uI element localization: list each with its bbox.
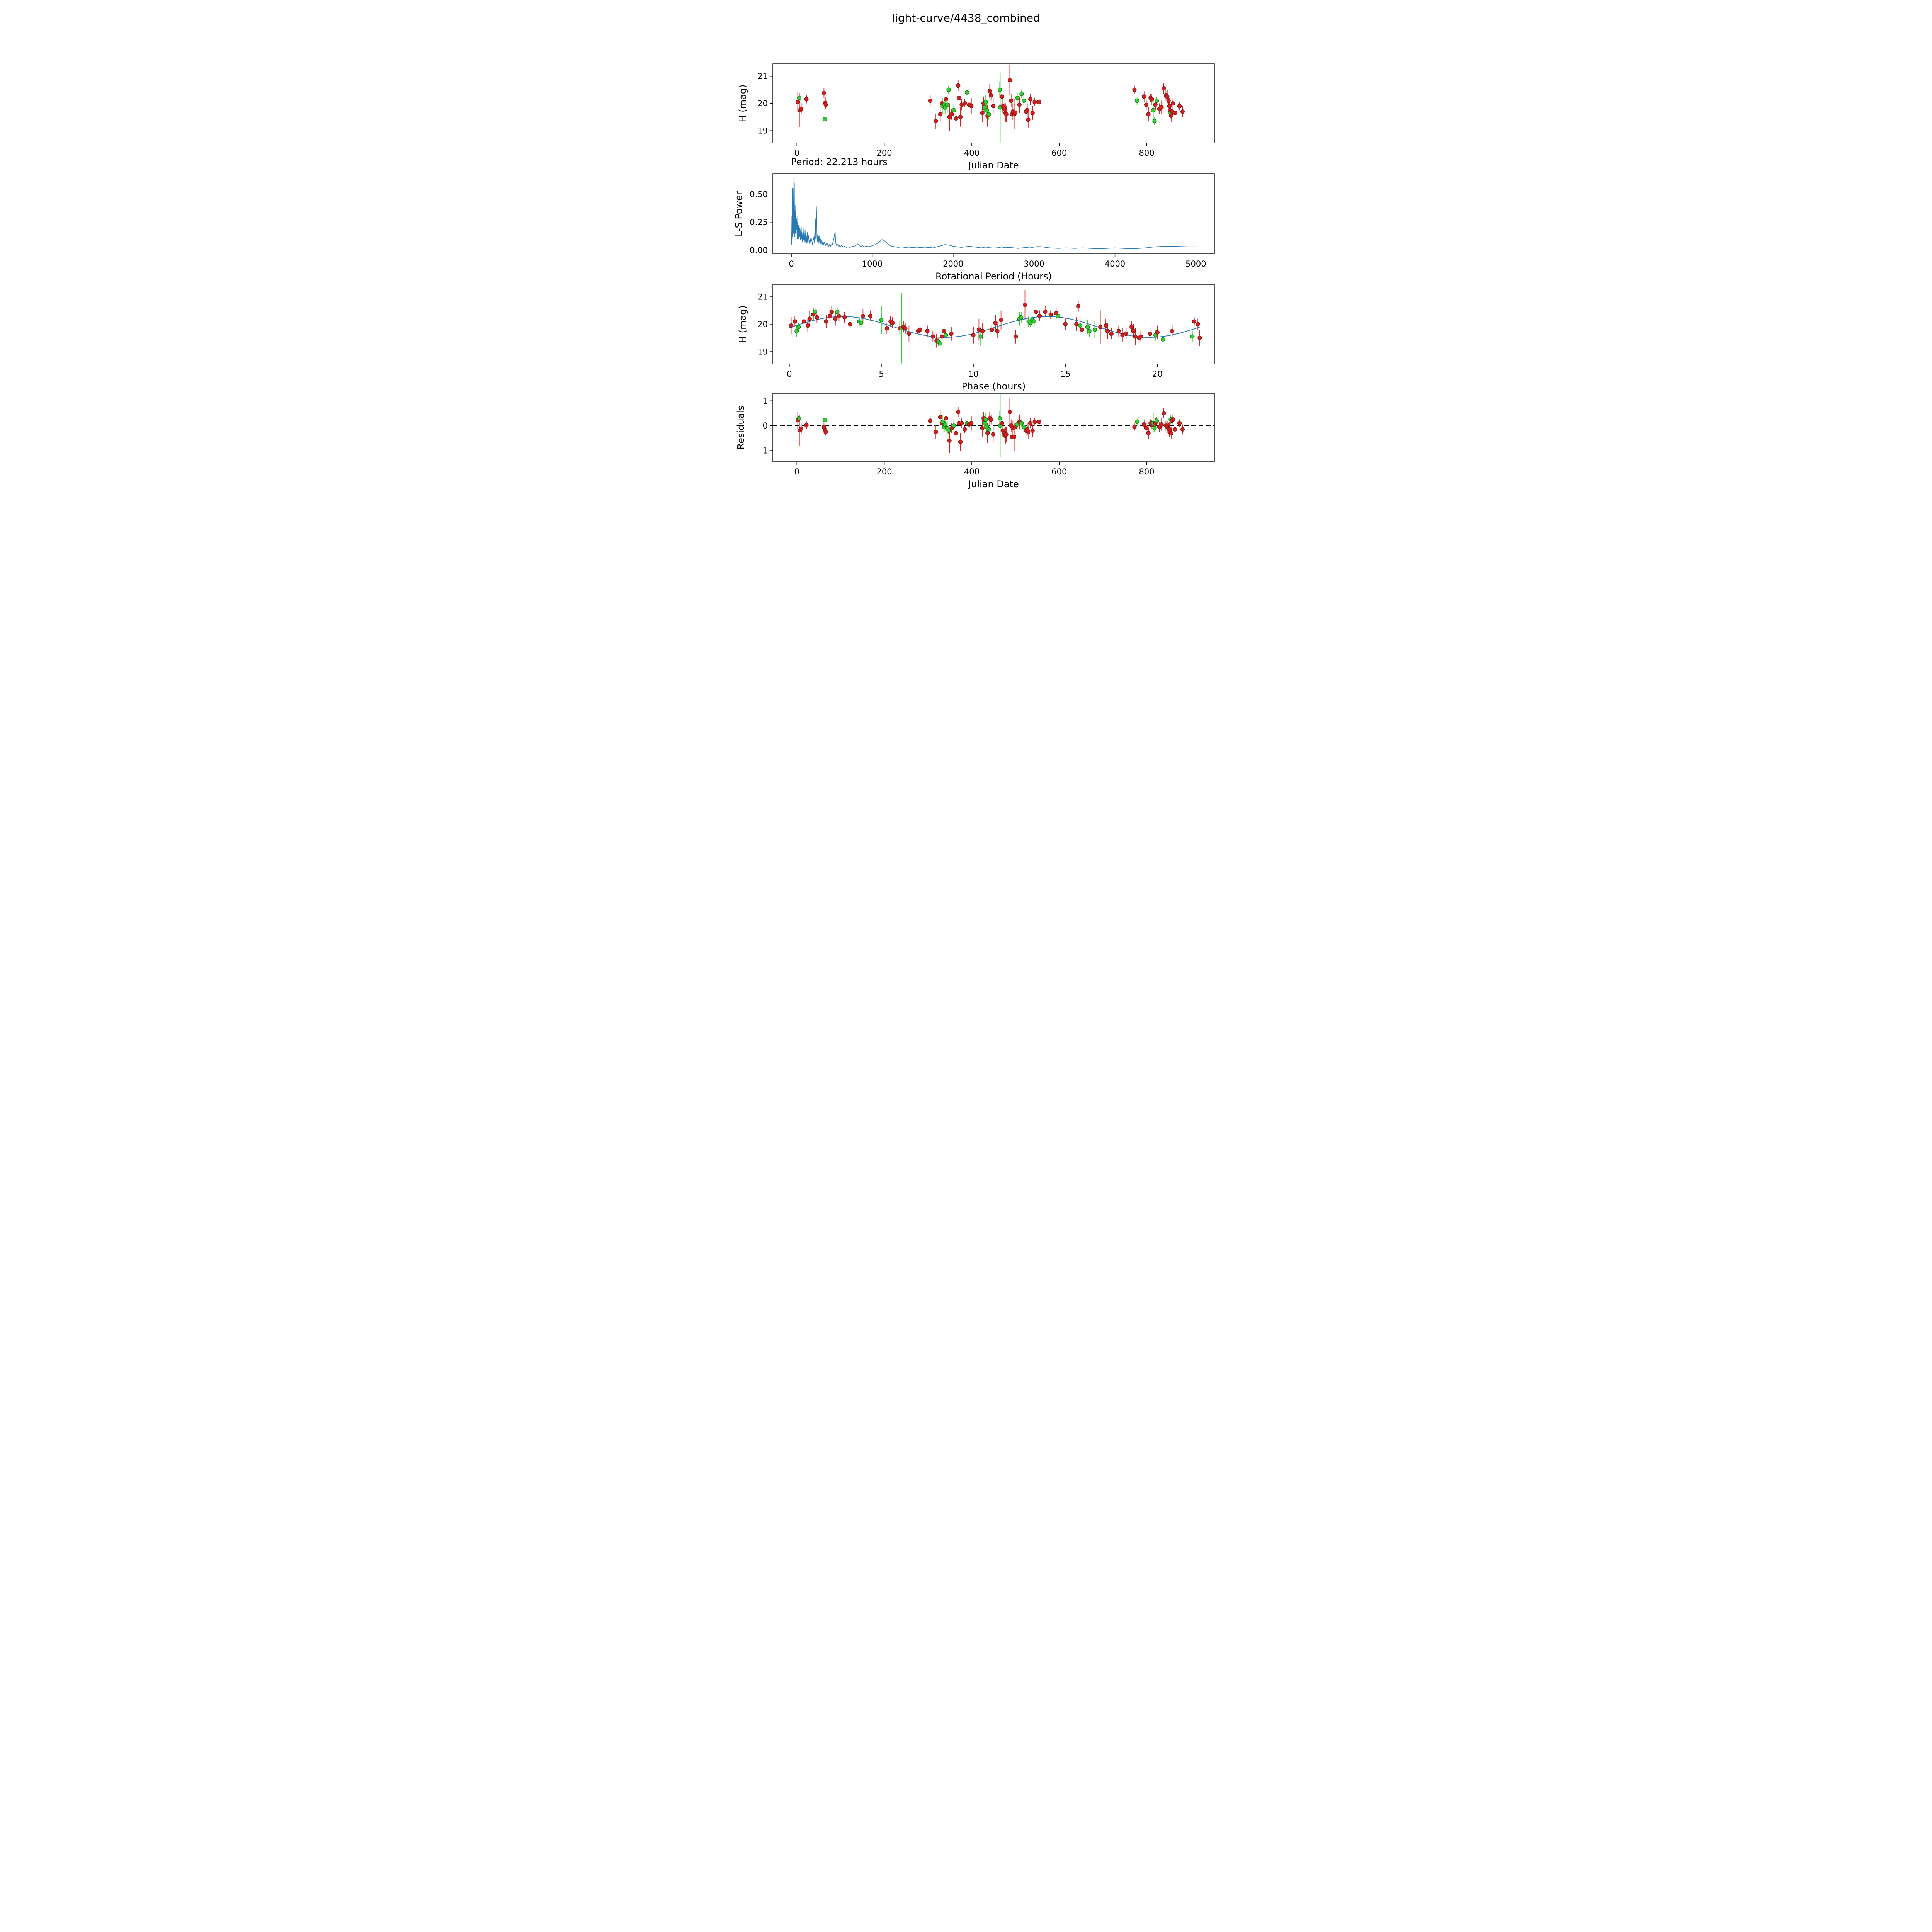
axes-frame <box>772 284 1215 364</box>
svg-text:800: 800 <box>1139 148 1155 158</box>
svg-text:0: 0 <box>763 421 768 430</box>
panel-phase-folded: 0 5 10 15 20 19 20 21 Phase (hours) H (mag) <box>737 284 1215 392</box>
xlabel-periodogram: Rotational Period (Hours) <box>935 271 1052 282</box>
svg-text:400: 400 <box>964 467 980 476</box>
error-bars <box>791 290 1200 364</box>
svg-text:10: 10 <box>968 369 979 379</box>
svg-text:200: 200 <box>877 148 892 158</box>
svg-text:3000: 3000 <box>1024 259 1044 269</box>
svg-text:0: 0 <box>794 467 799 476</box>
svg-text:4000: 4000 <box>1105 259 1125 269</box>
svg-text:600: 600 <box>1051 467 1067 476</box>
panel-periodogram: 0 1000 2000 3000 4000 5000 0.00 0.25 0.50 Rotatio… <box>733 173 1215 282</box>
svg-text:0: 0 <box>787 369 792 379</box>
light-curve-chart: light-curve/4438_combined Period: 22.213… <box>733 12 1215 490</box>
panel-content-periodogram <box>791 177 1196 249</box>
axes-frame <box>772 173 1215 254</box>
ylabel-periodogram: L-S Power <box>733 191 744 236</box>
svg-text:21: 21 <box>757 71 768 81</box>
svg-text:0.25: 0.25 <box>750 218 768 227</box>
period-annotation: Period: 22.213 hours <box>791 156 888 167</box>
ylabel-phase-folded: H (mag) <box>737 305 748 343</box>
panel-content-phase-folded <box>789 290 1202 364</box>
svg-text:800: 800 <box>1139 467 1155 476</box>
panel-residuals-vs-jd: 0 200 400 600 800 −1 0 1 Julian Date Residuals <box>735 393 1215 490</box>
svg-text:5000: 5000 <box>1185 259 1206 269</box>
panel-content-residuals-vs-jd <box>773 394 1214 458</box>
axis-ticks-periodogram: 0 1000 2000 3000 4000 5000 0.00 0.25 0.50 <box>750 190 1206 269</box>
xlabel-residuals-vs-jd: Julian Date <box>968 479 1019 490</box>
periodogram-line <box>791 177 1196 249</box>
svg-text:1: 1 <box>763 396 768 406</box>
svg-text:0.50: 0.50 <box>750 190 768 199</box>
axes-frame <box>772 63 1215 143</box>
svg-text:20: 20 <box>1152 369 1163 379</box>
svg-text:15: 15 <box>1060 369 1071 379</box>
panel-content-magnitude-vs-jd <box>795 65 1185 143</box>
svg-text:0: 0 <box>789 259 794 269</box>
fit-curve <box>789 316 1201 338</box>
light-curve-figure: light-curve/4438_combined Period: 22.213… <box>705 0 1227 522</box>
svg-text:19: 19 <box>757 126 768 136</box>
svg-text:19: 19 <box>757 347 768 357</box>
svg-text:200: 200 <box>877 467 892 476</box>
svg-text:400: 400 <box>964 148 980 158</box>
svg-text:5: 5 <box>879 369 884 379</box>
axis-ticks-magnitude-vs-jd: 0 200 400 600 800 19 20 21 <box>757 71 1154 158</box>
axis-ticks-residuals-vs-jd: 0 200 400 600 800 −1 0 1 <box>756 396 1155 476</box>
xlabel-magnitude-vs-jd: Julian Date <box>968 160 1019 171</box>
xlabel-phase-folded: Phase (hours) <box>962 381 1026 392</box>
svg-text:600: 600 <box>1051 148 1067 158</box>
svg-text:21: 21 <box>757 293 768 302</box>
svg-text:20: 20 <box>757 99 768 108</box>
ylabel-magnitude-vs-jd: H (mag) <box>737 85 748 122</box>
svg-text:20: 20 <box>757 320 768 329</box>
axis-ticks-phase-folded: 0 5 10 15 20 19 20 21 <box>757 293 1163 379</box>
svg-text:2000: 2000 <box>943 259 963 269</box>
figure-title: light-curve/4438_combined <box>892 12 1040 24</box>
svg-text:0.00: 0.00 <box>750 246 768 255</box>
panel-magnitude-vs-jd: 0 200 400 600 800 19 20 21 Julian Date H (mag) <box>737 63 1215 171</box>
svg-text:−1: −1 <box>756 446 768 456</box>
axes-frame <box>772 393 1215 462</box>
svg-text:1000: 1000 <box>862 259 883 269</box>
svg-text:0: 0 <box>794 148 799 158</box>
data-points <box>795 78 1185 123</box>
ylabel-residuals-vs-jd: Residuals <box>735 406 746 450</box>
data-points <box>789 303 1202 346</box>
error-bars <box>797 65 1183 143</box>
data-points <box>795 410 1185 444</box>
